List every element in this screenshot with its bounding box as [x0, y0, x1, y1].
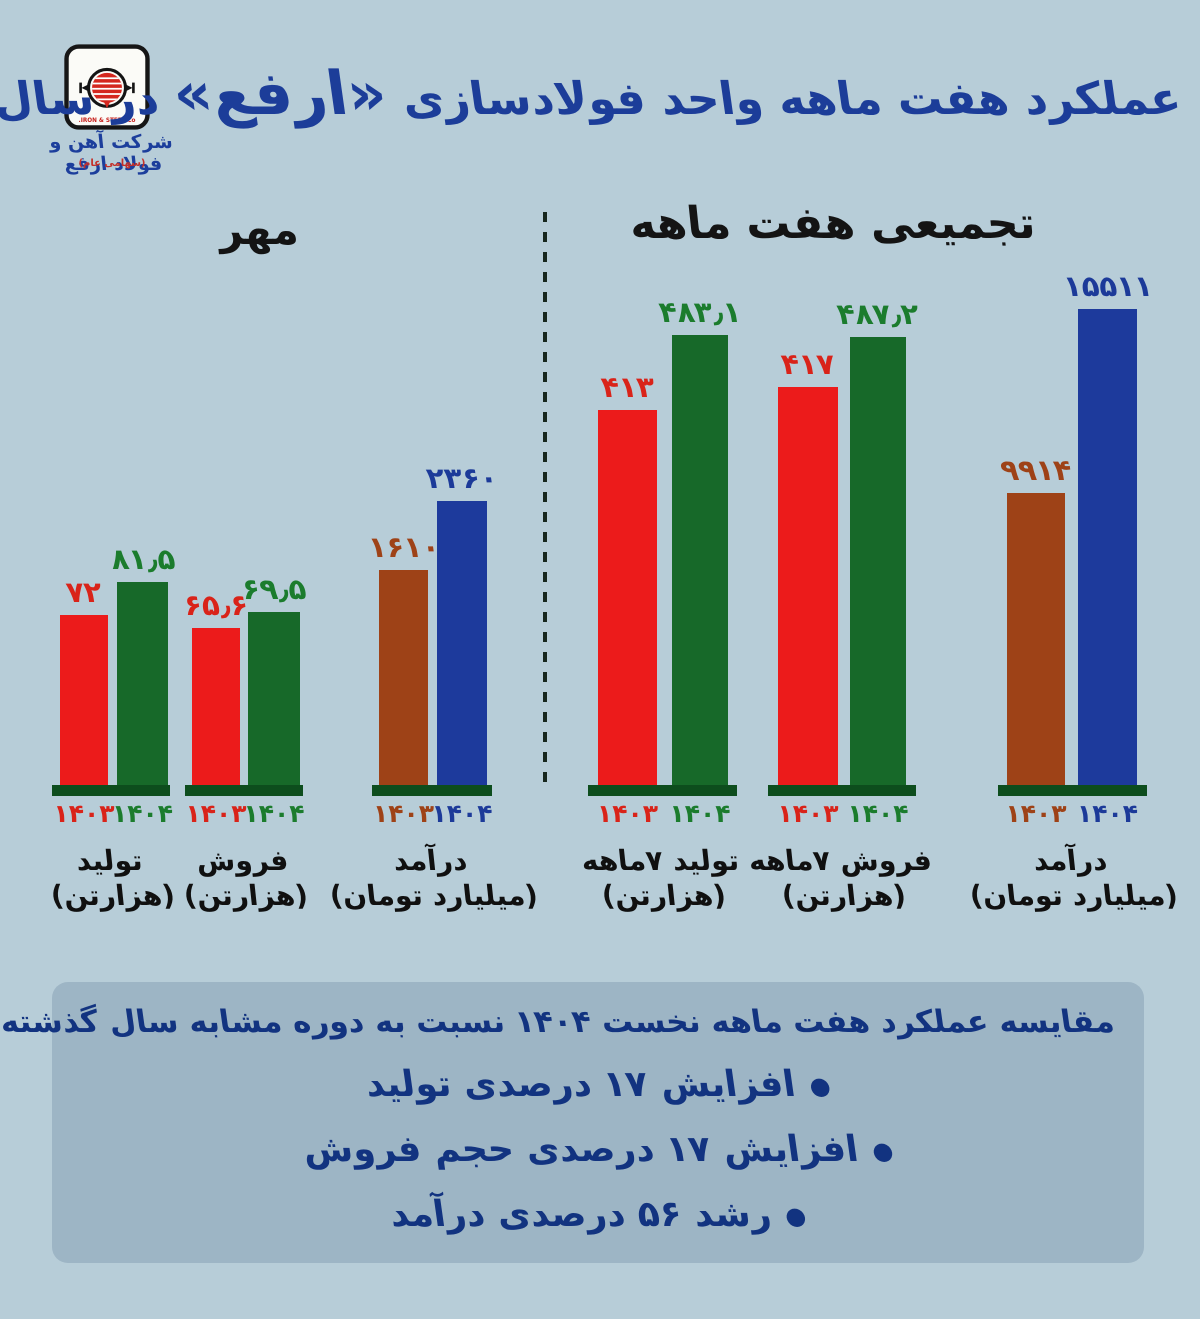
section-title-cumulative: تجمیعی هفت ماهه: [626, 198, 1038, 249]
page-title: عملکرد هفت ماهه واحد فولادسازی «ارفع» در…: [0, 59, 1185, 129]
bar-value-label: ۴۱۳: [598, 370, 657, 404]
logo-left-bar: [79, 82, 82, 94]
summary-bullet-revenue: ●رشد ۵۶ درصدی درآمد: [387, 1194, 809, 1235]
logo-iron-steel-text: IRON & STEEL Co.: [79, 118, 136, 124]
bar-mehr-revenue-1404: ۲۳۶۰ ۱۴۰۴: [424, 461, 500, 828]
bar-year-label: ۱۴۰۳: [777, 799, 839, 828]
bullet-dot-icon: ●: [807, 1072, 833, 1100]
bar-mehr-sales-1404: ۶۹٫۵ ۱۴۰۴: [240, 572, 309, 828]
page-title-brand: «ارفع»: [168, 59, 392, 129]
bar-cum-sales-1403: ۴۱۷ ۱۴۰۳: [777, 347, 838, 828]
section-title-mehr: مهر: [215, 205, 301, 254]
bar-year-label: ۱۴۰۳: [372, 799, 435, 828]
bar-year-label: ۱۴۰۴: [669, 799, 731, 828]
summary-bullet-sales: ●افزایش ۱۷ درصدی حجم فروش: [300, 1129, 896, 1170]
bar-mehr-sales-1403: ۶۵٫۶ ۱۴۰۳: [182, 588, 251, 828]
bar-year-label: ۱۴۰۳: [596, 799, 659, 828]
pedestal-cum-sales: [768, 785, 916, 796]
company-subtitle: (سهامی عام): [78, 158, 146, 169]
bar-year-label: ۱۴۰۳: [53, 799, 115, 828]
pedestal-cum-revenue: [998, 785, 1147, 796]
pedestal-cum-production: [588, 785, 737, 796]
page-title-pre: عملکرد هفت ماهه واحد فولادسازی: [398, 72, 1185, 125]
bar-year-label: ۱۴۰۴: [1076, 799, 1139, 828]
bar-cum-sales-1404: ۴۸۷٫۲ ۱۴۰۴: [835, 297, 921, 828]
bar-value-label: ۴۱۷: [779, 347, 837, 381]
bar-mehr-production-1404: ۸۱٫۵ ۱۴۰۴: [108, 542, 177, 828]
category-cum-revenue: درآمد (میلیارد تومان): [968, 844, 1180, 912]
logo-arfa-text: ARFA: [63, 43, 69, 46]
bar-cum-revenue-1403: ۹۹۱۴ ۱۴۰۳: [998, 453, 1074, 828]
category-cum-sales: فروش ۷ماهه (هزارتن): [746, 844, 934, 912]
bar-cum-revenue-1404: ۱۵۵۱۱ ۱۴۰۴: [1061, 269, 1154, 828]
bar-year-label: ۱۴۰۳: [185, 799, 247, 828]
logo-balloon-tip: [103, 101, 111, 109]
bar-year-label: ۱۴۰۴: [243, 799, 305, 828]
bar-value-label: ۹۹۱۴: [998, 453, 1074, 487]
bar-mehr-revenue-1403: ۱۶۱۰ ۱۴۰۳: [366, 530, 442, 828]
page-title-post: در سال ۱۴۰۴: [0, 72, 162, 125]
bar-mehr-production-1403: ۷۲ ۱۴۰۳: [53, 575, 114, 828]
bar-value-label: ۶۵٫۶: [181, 588, 251, 622]
logo-left-arrow: [81, 84, 89, 92]
bullet-dot-icon: ●: [783, 1202, 809, 1230]
bar-value-label: ۱۵۵۱۱: [1060, 269, 1155, 303]
logo-balloon: [92, 72, 122, 103]
svg-text:ARFA: ARFA: [63, 43, 69, 46]
bar-value-label: ۸۱٫۵: [108, 542, 177, 576]
dashed-separator: [543, 212, 547, 790]
summary-box: مقایسه عملکرد هفت ماهه نخست ۱۴۰۴ نسبت به…: [0, 982, 1144, 1263]
bar-year-label: ۱۴۰۴: [431, 799, 493, 828]
pedestal-mehr-production: [52, 785, 170, 796]
bullet-dot-icon: ●: [870, 1137, 896, 1165]
summary-bullet-production: ●افزایش ۱۷ درصدی تولید: [362, 1064, 833, 1105]
logo-right-bar: [132, 82, 135, 94]
bar-year-label: ۱۴۰۳: [1005, 799, 1067, 828]
bar-value-label: ۴۸۷٫۲: [834, 297, 922, 331]
logo-right-arrow: [125, 84, 133, 92]
bar-value-label: ۴۸۳٫۱: [656, 295, 744, 329]
pedestal-mehr-revenue: [372, 785, 492, 796]
summary-heading: مقایسه عملکرد هفت ماهه نخست ۱۴۰۴ نسبت به…: [0, 1004, 1117, 1040]
bar-value-label: ۷۲: [63, 575, 105, 609]
bar-cum-production-1403: ۴۱۳ ۱۴۰۳: [597, 370, 658, 828]
bar-value-label: ۶۹٫۵: [239, 572, 309, 606]
category-mehr-revenue: درآمد (میلیارد تومان): [328, 844, 540, 912]
bar-value-label: ۱۶۱۰: [365, 530, 442, 564]
bar-value-label: ۲۳۶۰: [424, 461, 500, 495]
bar-year-label: ۱۴۰۴: [111, 799, 174, 828]
bar-cum-production-1404: ۴۸۳٫۱ ۱۴۰۴: [657, 295, 743, 828]
bar-year-label: ۱۴۰۴: [847, 799, 909, 828]
company-logo: ARFA IRON & STEEL Co.: [63, 43, 150, 130]
pedestal-mehr-sales: [185, 785, 303, 796]
